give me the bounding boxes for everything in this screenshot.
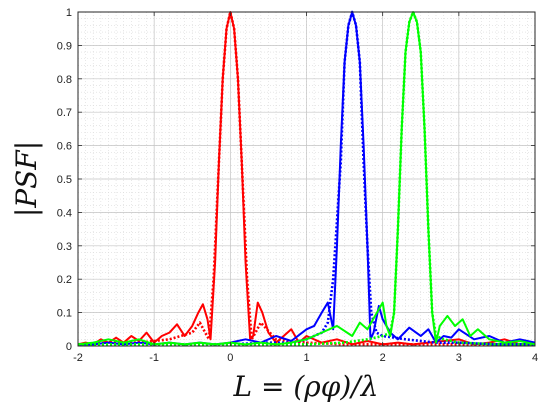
x-tick-label: 2 <box>380 352 386 364</box>
x-tick-label: 3 <box>456 352 462 364</box>
y-tick-label: 0.7 <box>57 107 72 119</box>
series-line-5 <box>78 10 535 346</box>
y-tick-label: 0.9 <box>57 40 72 52</box>
y-tick-label: 0.6 <box>57 141 72 153</box>
y-tick-label: 0.2 <box>57 274 72 286</box>
ticks: -2 -1 0 1 2 3 4 0 0.1 0.2 0.3 0.4 0.5 0.6 0.7 0.8 0.9 1 <box>57 7 538 364</box>
x-tick-label: 4 <box>532 352 538 364</box>
series-line-1 <box>77 10 535 346</box>
x-tick-label: 0 <box>227 352 233 364</box>
y-tick-label: 0.4 <box>57 207 72 219</box>
y-tick-label: 0 <box>66 341 72 353</box>
y-axis-label: |PSF| <box>10 141 43 217</box>
y-tick-label: 0.8 <box>57 74 72 86</box>
series-line-4 <box>77 11 536 346</box>
x-tick-label: -1 <box>149 352 159 364</box>
y-tick-label: 0.3 <box>57 241 72 253</box>
y-tick-label: 0.5 <box>57 174 72 186</box>
x-tick-label: -2 <box>73 352 83 364</box>
grid <box>77 11 536 347</box>
x-axis-label: L = (ρφ)/λ <box>233 370 379 403</box>
y-tick-label: 1 <box>66 7 72 19</box>
x-tick-label: 1 <box>303 352 309 364</box>
y-tick-label: 0.1 <box>57 308 72 320</box>
